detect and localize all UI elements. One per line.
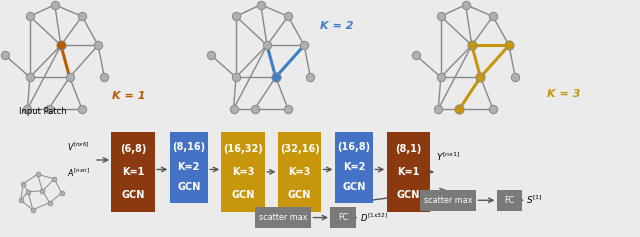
Text: $A^{[nxn]}$: $A^{[nxn]}$ [67,167,90,179]
Text: K=3: K=3 [289,167,310,177]
FancyBboxPatch shape [420,190,476,211]
FancyBboxPatch shape [497,190,522,211]
FancyBboxPatch shape [330,207,356,228]
Text: GCN: GCN [122,190,145,200]
Text: (16,8): (16,8) [337,142,371,152]
FancyBboxPatch shape [111,132,155,212]
FancyBboxPatch shape [170,132,208,203]
Text: (8,16): (8,16) [172,142,205,152]
Text: scatter max: scatter max [259,213,307,222]
Text: (32,16): (32,16) [280,144,319,154]
Text: K=3: K=3 [232,167,254,177]
Text: GCN: GCN [177,182,200,192]
FancyBboxPatch shape [255,207,311,228]
Text: $Y^{[nx1]}$: $Y^{[nx1]}$ [436,150,461,163]
Text: K = 2: K = 2 [320,21,353,31]
Text: (16,32): (16,32) [223,144,263,154]
FancyBboxPatch shape [335,132,373,203]
Text: GCN: GCN [232,190,255,200]
FancyBboxPatch shape [221,132,265,212]
Text: K=2: K=2 [178,162,200,172]
Text: $S^{[1]}$: $S^{[1]}$ [526,194,543,206]
Text: $D^{[1x32]}$: $D^{[1x32]}$ [360,211,388,224]
Text: FC: FC [338,213,348,222]
Text: (6,8): (6,8) [120,144,147,154]
Text: K=1: K=1 [122,167,144,177]
Text: scatter max: scatter max [424,196,472,205]
Text: K = 3: K = 3 [547,89,580,99]
Text: K = 1: K = 1 [112,91,145,101]
Text: GCN: GCN [397,190,420,200]
Text: (8,1): (8,1) [395,144,422,154]
FancyBboxPatch shape [278,132,321,212]
Text: K=2: K=2 [343,162,365,172]
Text: GCN: GCN [288,190,311,200]
Text: K=1: K=1 [397,167,419,177]
Text: GCN: GCN [342,182,365,192]
FancyBboxPatch shape [387,132,430,212]
Text: FC: FC [504,196,515,205]
Text: Input Patch: Input Patch [19,107,67,116]
Text: $V^{[nx6]}$: $V^{[nx6]}$ [67,141,90,153]
